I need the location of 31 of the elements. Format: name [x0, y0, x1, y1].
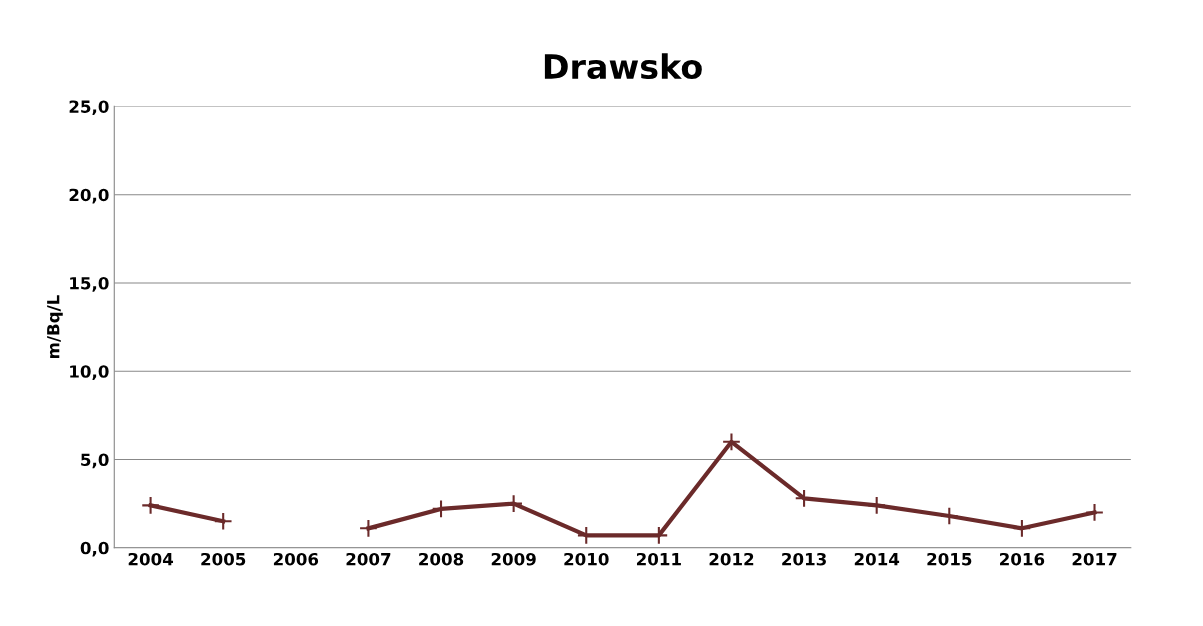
x-tick-label: 2013	[782, 552, 826, 566]
y-tick-label: 25,0	[69, 100, 109, 116]
chart-title: Drawsko	[544, 53, 702, 80]
point	[213, 511, 233, 531]
y-tick-label: 20,0	[69, 188, 109, 204]
point	[939, 506, 959, 526]
point	[1085, 503, 1104, 522]
y-tick-label: 10,0	[70, 365, 109, 380]
x-tick-label: 2004	[128, 552, 174, 566]
x-tick-label: 2015	[927, 552, 972, 566]
x-tick-label: 2005	[201, 552, 246, 566]
point	[141, 496, 160, 515]
x-tick-label: 2017	[1072, 552, 1117, 566]
x-tick-label: 2010	[564, 552, 609, 566]
x-tick-label: 2012	[709, 552, 754, 566]
x-tick-label: 2006	[273, 552, 319, 566]
y-axis-title: m/Bq/L	[47, 295, 63, 359]
point	[1012, 518, 1032, 538]
x-tick-label: 2008	[419, 552, 464, 566]
point	[867, 496, 887, 515]
y-tick-label: 15,0	[70, 276, 109, 292]
y-tick-label: 0,0	[80, 541, 109, 557]
point	[504, 494, 524, 513]
x-tick-label: 2009	[491, 552, 536, 566]
x-tick-label: 2007	[346, 552, 391, 566]
point	[359, 518, 378, 538]
x-tick-label: 2016	[1000, 552, 1045, 566]
y-tick-label: 5,0	[81, 453, 109, 469]
point	[722, 432, 741, 452]
x-tick-label: 2011	[636, 552, 681, 566]
x-tick-label: 2014	[854, 552, 900, 566]
